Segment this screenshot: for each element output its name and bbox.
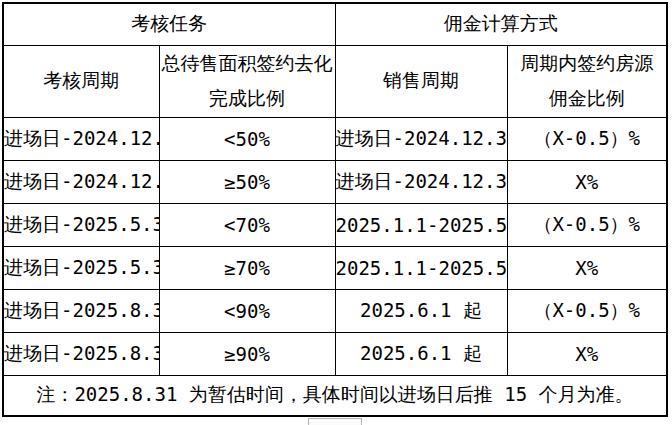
cell-assess-period: 进场日-2025.8.31 bbox=[3, 332, 159, 375]
cell-assess-period: 进场日-2025.8.31 bbox=[3, 289, 159, 332]
cell-sales-period: 2025.1.1-2025.5.31 bbox=[335, 246, 507, 289]
cell-commission-rate: （X-0.5）% bbox=[507, 203, 667, 246]
cell-assess-period: 进场日-2024.12.31 bbox=[3, 160, 159, 203]
cell-assess-period: 进场日-2025.5.31 bbox=[3, 246, 159, 289]
column-header-assess-period: 考核周期 bbox=[3, 45, 159, 117]
column-header-completion-ratio-line1: 总待售面积签约去化 bbox=[160, 46, 335, 81]
cell-assess-period: 进场日-2024.12.31 bbox=[3, 117, 159, 160]
cell-commission-rate: （X-0.5）% bbox=[507, 289, 667, 332]
cell-sales-period: 2025.1.1-2025.5.31 bbox=[335, 203, 507, 246]
column-header-completion-ratio: 总待售面积签约去化 完成比例 bbox=[159, 45, 335, 117]
column-header-row: 考核周期 总待售面积签约去化 完成比例 销售周期 周期内签约房源 佣金比例 bbox=[3, 45, 667, 117]
cell-completion-ratio: ≥70% bbox=[159, 246, 335, 289]
column-header-commission-rate: 周期内签约房源 佣金比例 bbox=[507, 45, 667, 117]
cell-assess-period: 进场日-2025.5.31 bbox=[3, 203, 159, 246]
table-row: 进场日-2024.12.31 ≥50% 进场日-2024.12.31 X% bbox=[3, 160, 667, 203]
commission-assessment-table: 考核任务 佣金计算方式 考核周期 总待售面积签约去化 完成比例 销售周期 周期内… bbox=[2, 2, 668, 417]
cell-completion-ratio: ≥90% bbox=[159, 332, 335, 375]
cell-sales-period: 2025.6.1 起 bbox=[335, 332, 507, 375]
table-resize-handle-artifact bbox=[308, 418, 362, 425]
cell-completion-ratio: ≥50% bbox=[159, 160, 335, 203]
column-header-commission-rate-line1: 周期内签约房源 bbox=[508, 46, 667, 81]
table-row: 进场日-2024.12.31 <50% 进场日-2024.12.31 （X-0.… bbox=[3, 117, 667, 160]
table-row: 进场日-2025.5.31 ≥70% 2025.1.1-2025.5.31 X% bbox=[3, 246, 667, 289]
cell-completion-ratio: <50% bbox=[159, 117, 335, 160]
cell-commission-rate: X% bbox=[507, 332, 667, 375]
cell-commission-rate: X% bbox=[507, 246, 667, 289]
cell-sales-period: 2025.6.1 起 bbox=[335, 289, 507, 332]
document-page: 考核任务 佣金计算方式 考核周期 总待售面积签约去化 完成比例 销售周期 周期内… bbox=[0, 0, 672, 425]
footnote-row: 注：2025.8.31 为暂估时间，具体时间以进场日后推 15 个月为准。 bbox=[3, 375, 667, 416]
group-header-commission-calc: 佣金计算方式 bbox=[335, 3, 667, 45]
group-header-row: 考核任务 佣金计算方式 bbox=[3, 3, 667, 45]
table-row: 进场日-2025.5.31 <70% 2025.1.1-2025.5.31 （X… bbox=[3, 203, 667, 246]
cell-commission-rate: （X-0.5）% bbox=[507, 117, 667, 160]
column-header-sales-period: 销售周期 bbox=[335, 45, 507, 117]
cell-commission-rate: X% bbox=[507, 160, 667, 203]
cell-sales-period: 进场日-2024.12.31 bbox=[335, 160, 507, 203]
cell-completion-ratio: <70% bbox=[159, 203, 335, 246]
cell-completion-ratio: <90% bbox=[159, 289, 335, 332]
column-header-completion-ratio-line2: 完成比例 bbox=[160, 81, 335, 116]
footnote-text: 注：2025.8.31 为暂估时间，具体时间以进场日后推 15 个月为准。 bbox=[3, 375, 667, 416]
table-row: 进场日-2025.8.31 ≥90% 2025.6.1 起 X% bbox=[3, 332, 667, 375]
table-row: 进场日-2025.8.31 <90% 2025.6.1 起 （X-0.5）% bbox=[3, 289, 667, 332]
cell-sales-period: 进场日-2024.12.31 bbox=[335, 117, 507, 160]
column-header-commission-rate-line2: 佣金比例 bbox=[508, 81, 667, 116]
group-header-assessment-task: 考核任务 bbox=[3, 3, 335, 45]
